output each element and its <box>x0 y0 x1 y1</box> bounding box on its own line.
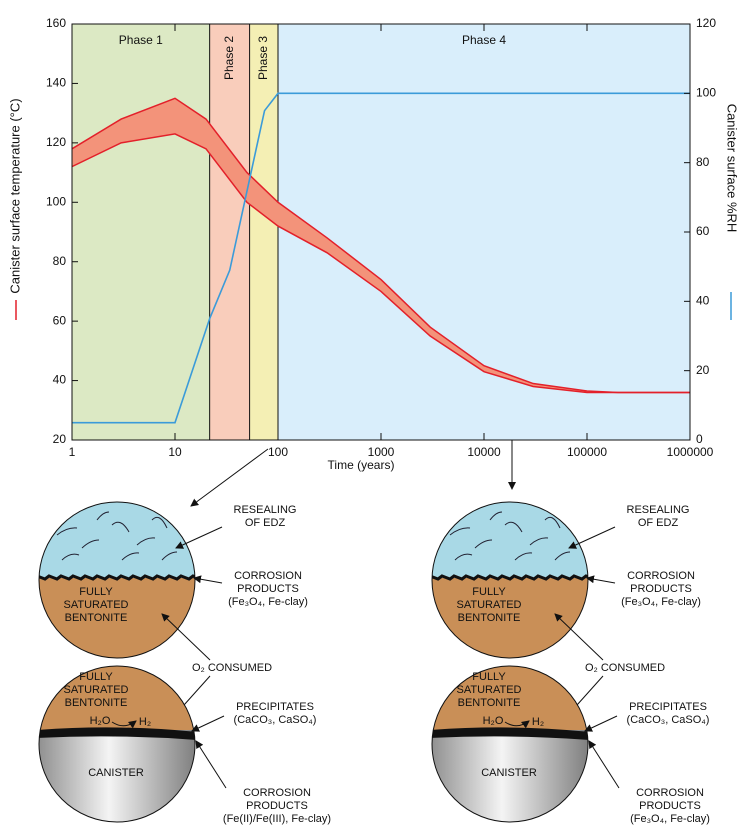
arrow <box>196 741 226 788</box>
x-tick-label: 10000 <box>467 445 501 459</box>
diagram-label: PRODUCTS <box>630 583 692 595</box>
upper-circle <box>37 500 197 660</box>
edz-rock <box>37 500 197 578</box>
y-tick-label: 80 <box>53 254 67 268</box>
y2-tick-label: 40 <box>696 294 710 308</box>
diagram-label: FULLY <box>79 671 113 683</box>
diagram-label: (Fe₃O₄, Fe-clay) <box>630 813 710 825</box>
x-tick-label: 100 <box>268 445 288 459</box>
diagram: RESEALINGOF EDZCORROSIONPRODUCTS(Fe₃O₄, … <box>37 500 331 825</box>
x-tick-label: 100000 <box>567 445 607 459</box>
arrow <box>192 716 224 731</box>
diagram-label: SATURATED <box>457 599 522 611</box>
arrow <box>587 578 615 583</box>
diagram-label: (Fe₃O₄, Fe-clay) <box>228 596 308 608</box>
x-tick-label: 1 <box>69 445 76 459</box>
diagram-label: SATURATED <box>457 684 522 696</box>
x-axis-label: Time (years) <box>328 458 395 472</box>
y-tick-label: 140 <box>46 76 66 90</box>
reaction-label: H₂ <box>139 716 151 728</box>
diagram-label: PRECIPITATES <box>629 701 707 713</box>
diagram-label: FULLY <box>472 671 506 683</box>
diagram-label: (Fe(II)/Fe(III), Fe-clay) <box>223 813 331 825</box>
diagram-label: CORROSION <box>627 570 695 582</box>
phase-label: Phase 1 <box>119 33 163 47</box>
diagram-label: OF EDZ <box>638 517 679 529</box>
diagram-label: (CaCO₃, CaSO₄) <box>234 714 317 726</box>
reaction-label: H₂ <box>532 716 544 728</box>
diagram-label: FULLY <box>79 586 113 598</box>
diagram-label: CANISTER <box>481 767 537 779</box>
arrow <box>589 741 619 788</box>
y-tick-label: 120 <box>46 135 66 149</box>
y2-tick-label: 80 <box>696 155 710 169</box>
diagram-label: BENTONITE <box>65 697 128 709</box>
diagram-label: PRODUCTS <box>237 583 299 595</box>
phase-label: Phase 4 <box>462 33 506 47</box>
y-tick-label: 60 <box>53 313 67 327</box>
diagram-label: O₂ CONSUMED <box>585 662 665 674</box>
y2-tick-label: 20 <box>696 363 710 377</box>
diagram-label: CORROSION <box>636 787 704 799</box>
edz-rock <box>430 500 590 578</box>
phase-region <box>210 24 250 440</box>
diagram-label: (CaCO₃, CaSO₄) <box>627 714 710 726</box>
diagram-label: CORROSION <box>243 787 311 799</box>
x-tick-label: 10 <box>168 445 182 459</box>
reaction-label: H₂O <box>483 715 504 727</box>
diagram-label: PRODUCTS <box>639 800 701 812</box>
diagram: RESEALINGOF EDZCORROSIONPRODUCTS(Fe₃O₄, … <box>430 500 710 825</box>
y2-tick-label: 60 <box>696 224 710 238</box>
phase-region <box>278 24 690 440</box>
x-tick-label: 1000000 <box>667 445 714 459</box>
upper-circle <box>430 500 590 660</box>
diagram-label: BENTONITE <box>458 612 521 624</box>
figure: Phase 1Phase 2Phase 3Phase 4110100100010… <box>0 0 740 836</box>
phase-label: Phase 2 <box>222 36 236 80</box>
y2-tick-label: 120 <box>696 16 716 30</box>
pointer-arrow <box>191 449 268 506</box>
phase-region <box>250 24 278 440</box>
diagram-label: RESEALING <box>234 504 297 516</box>
diagram-label: CANISTER <box>88 767 144 779</box>
diagram-label: SATURATED <box>64 684 129 696</box>
diagram-label: SATURATED <box>64 599 129 611</box>
y-axis-label: Canister surface temperature (°C) <box>7 98 22 293</box>
y-tick-label: 160 <box>46 16 66 30</box>
diagram-label: (Fe₃O₄, Fe-clay) <box>621 596 701 608</box>
diagram-label: PRECIPITATES <box>236 701 314 713</box>
page: {"chart_data": { "type": "line", "xlabel… <box>0 0 740 836</box>
phase-region <box>72 24 210 440</box>
x-tick-label: 1000 <box>368 445 395 459</box>
diagram-label: BENTONITE <box>65 612 128 624</box>
y-tick-label: 20 <box>53 432 67 446</box>
y2-tick-label: 0 <box>696 432 703 446</box>
diagram-label: PRODUCTS <box>246 800 308 812</box>
diagram-label: O₂ CONSUMED <box>192 662 272 674</box>
diagram-label: RESEALING <box>627 504 690 516</box>
diagram-label: FULLY <box>472 586 506 598</box>
y2-axis-label: Canister surface %RH <box>725 104 740 233</box>
diagram-label: OF EDZ <box>245 517 286 529</box>
y-tick-label: 40 <box>53 373 67 387</box>
reaction-label: H₂O <box>90 715 111 727</box>
arrow <box>194 578 222 583</box>
arrow <box>585 716 617 731</box>
y-tick-label: 100 <box>46 194 66 208</box>
diagram-label: CORROSION <box>234 570 302 582</box>
diagram-label: BENTONITE <box>458 697 521 709</box>
y2-tick-label: 100 <box>696 86 716 100</box>
phase-label: Phase 3 <box>256 36 270 80</box>
